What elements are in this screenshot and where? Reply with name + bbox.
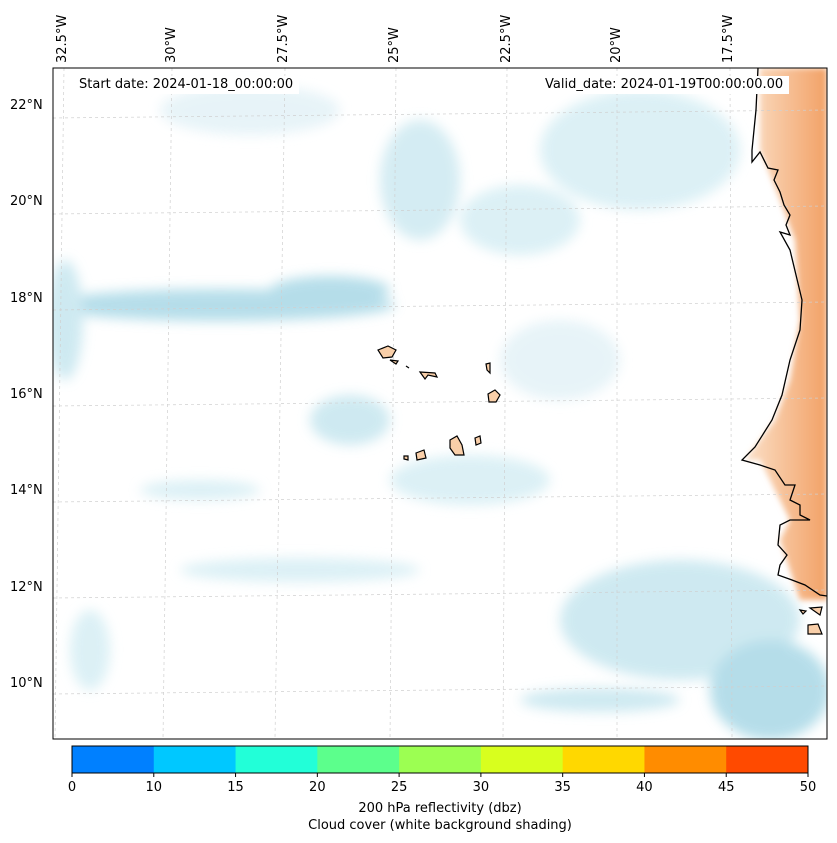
colorbar-tick-label: 40 [636, 780, 653, 795]
lon-label-25w: 25°W [387, 27, 402, 63]
colorbar-segment [726, 746, 809, 773]
lat-label-10n: 10°N [10, 676, 43, 691]
colorbar-segment [72, 746, 155, 773]
africa-coastline [740, 68, 827, 597]
colorbar-segment [235, 746, 318, 773]
lon-label-22-5w: 22.5°W [499, 14, 514, 63]
lon-label-30w: 30°W [164, 27, 179, 63]
colorbar-tick-label: 50 [799, 780, 817, 795]
colorbar-frame [71, 745, 809, 774]
lat-label-16n: 16°N [10, 387, 43, 402]
lon-label-17-5w: 17.5°W [721, 14, 736, 63]
colorbar-segment [562, 746, 645, 773]
map-frame [52, 67, 828, 740]
lon-label-20w: 20°W [609, 27, 624, 63]
colorbar-label-line2: Cloud cover (white background shading) [308, 818, 572, 833]
lat-label-20n: 20°N [10, 194, 43, 209]
colorbar-segment [317, 746, 400, 773]
colorbar-tick-label: 15 [227, 780, 244, 795]
colorbar-tick-label: 0 [67, 780, 77, 795]
colorbar-tick-label: 25 [390, 780, 408, 795]
colorbar-tick-label: 10 [145, 780, 163, 795]
colorbar-segment [153, 746, 237, 773]
colorbar-tick-label: 20 [309, 780, 326, 795]
lat-label-14n: 14°N [10, 483, 43, 498]
valid-date-label: Valid_date: 2024-01-19T00:00:00.00 [539, 76, 790, 94]
map-plot-area [53, 68, 827, 739]
start-date-label: Start date: 2024-01-18_00:00:00 [73, 76, 300, 94]
colorbar [71, 745, 809, 777]
colorbar-segment [480, 746, 564, 773]
graticule [53, 68, 827, 739]
cape-verde-islands [377, 345, 823, 635]
lon-label-27-5w: 27.5°W [276, 14, 291, 63]
lat-label-22n: 22°N [10, 98, 43, 113]
cloud-cover-shading [53, 85, 827, 739]
colorbar-tick-label: 35 [554, 780, 571, 795]
lat-label-12n: 12°N [10, 580, 43, 595]
colorbar-tick-label: 45 [717, 780, 735, 795]
lat-label-18n: 18°N [10, 291, 43, 306]
colorbar-label-line1: 200 hPa reflectivity (dbz) [358, 801, 522, 816]
colorbar-segment [644, 746, 727, 773]
colorbar-segment [399, 746, 482, 773]
lon-label-32-5w: 32.5°W [55, 14, 70, 63]
colorbar-tick-label: 30 [472, 780, 490, 795]
